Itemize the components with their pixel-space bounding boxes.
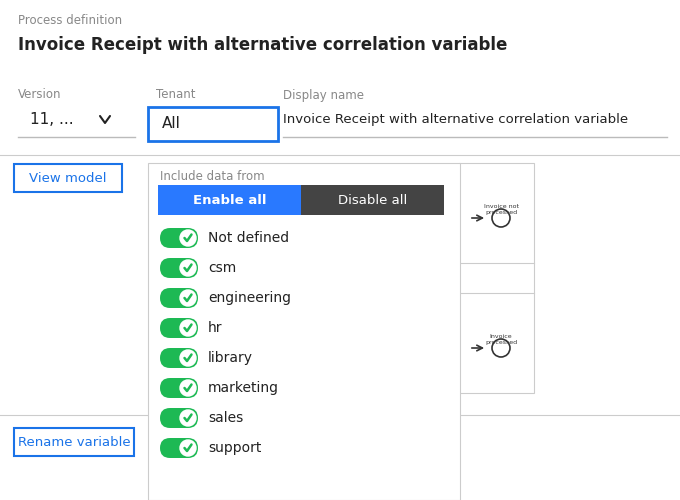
FancyBboxPatch shape [160, 318, 198, 338]
Text: Tenant: Tenant [156, 88, 196, 102]
Text: Enable all: Enable all [192, 194, 267, 206]
FancyBboxPatch shape [160, 348, 198, 368]
Text: sales: sales [208, 411, 243, 425]
Text: Disable all: Disable all [338, 194, 407, 206]
FancyBboxPatch shape [160, 408, 198, 428]
FancyBboxPatch shape [148, 163, 460, 500]
FancyBboxPatch shape [160, 378, 198, 398]
Circle shape [180, 380, 196, 396]
Text: Include data from: Include data from [160, 170, 265, 183]
Circle shape [180, 320, 196, 336]
Text: engineering: engineering [208, 291, 291, 305]
FancyBboxPatch shape [160, 438, 198, 458]
Text: Display name: Display name [283, 88, 364, 102]
Text: Rename variable: Rename variable [18, 436, 131, 448]
FancyBboxPatch shape [160, 258, 198, 278]
Circle shape [180, 350, 196, 366]
FancyBboxPatch shape [148, 107, 278, 141]
Circle shape [180, 410, 196, 426]
Circle shape [180, 230, 196, 246]
Text: csm: csm [208, 261, 236, 275]
Text: View model: View model [29, 172, 107, 184]
Text: Version: Version [18, 88, 61, 102]
Circle shape [180, 260, 196, 276]
FancyBboxPatch shape [459, 163, 534, 393]
Text: library: library [208, 351, 253, 365]
Text: 11, ...: 11, ... [30, 112, 73, 128]
FancyBboxPatch shape [301, 185, 444, 215]
Circle shape [180, 440, 196, 456]
Text: Invoice Receipt with alternative correlation variable: Invoice Receipt with alternative correla… [283, 114, 628, 126]
Text: Invoice Receipt with alternative correlation variable: Invoice Receipt with alternative correla… [18, 36, 507, 54]
Text: hr: hr [208, 321, 222, 335]
Text: All: All [162, 116, 181, 132]
FancyBboxPatch shape [160, 288, 198, 308]
Text: Invoice
processed: Invoice processed [485, 334, 517, 345]
Text: Invoice not
processed: Invoice not processed [483, 204, 518, 215]
FancyBboxPatch shape [14, 428, 134, 456]
FancyBboxPatch shape [158, 185, 301, 215]
Text: marketing: marketing [208, 381, 279, 395]
Text: Not defined: Not defined [208, 231, 289, 245]
FancyBboxPatch shape [160, 228, 198, 248]
Circle shape [180, 290, 196, 306]
FancyBboxPatch shape [14, 164, 122, 192]
Text: support: support [208, 441, 261, 455]
Text: Process definition: Process definition [18, 14, 122, 26]
